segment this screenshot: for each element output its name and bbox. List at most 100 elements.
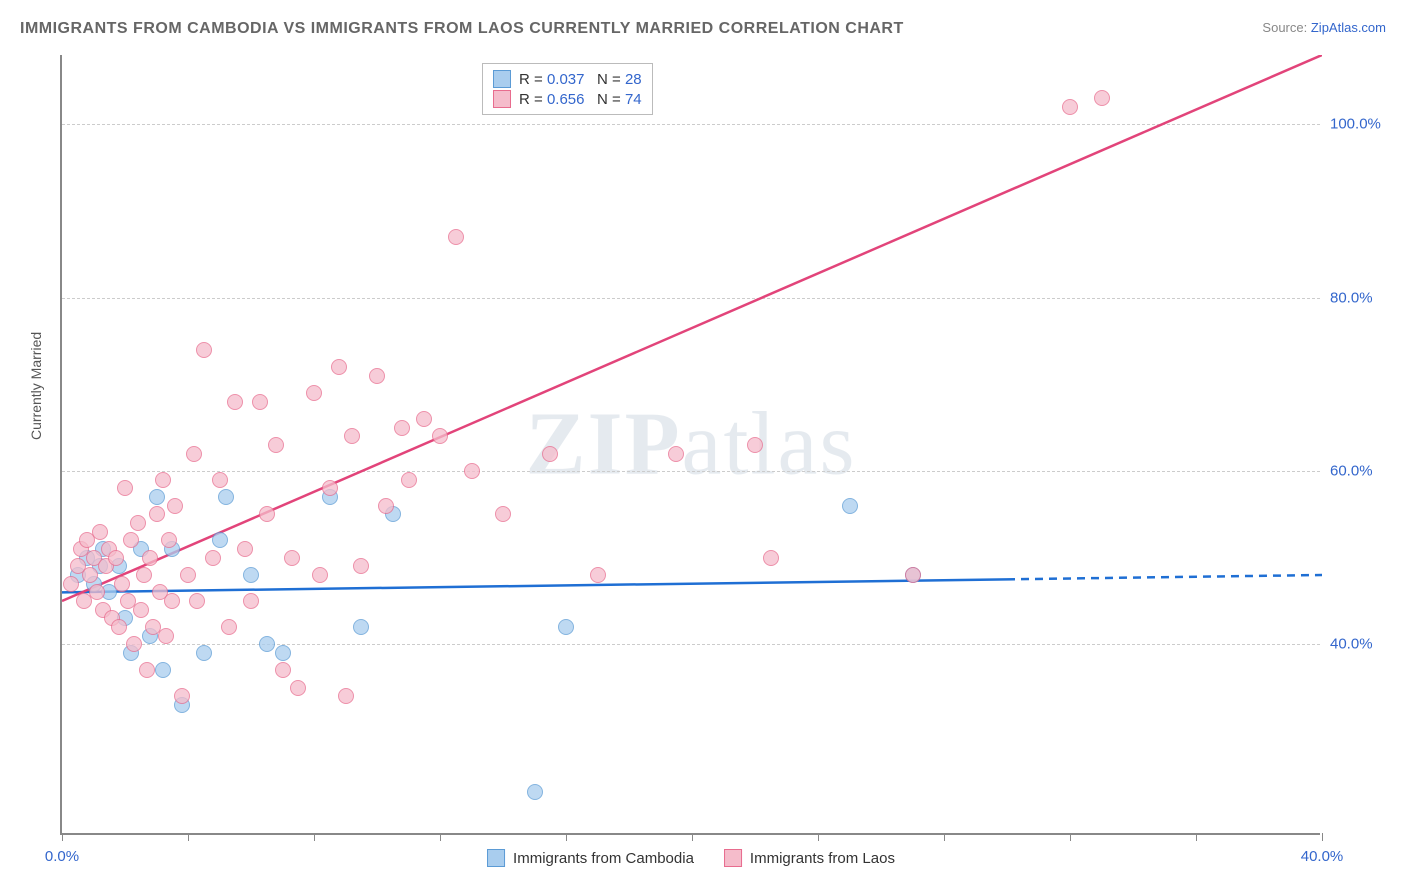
data-point-laos bbox=[338, 688, 354, 704]
data-point-laos bbox=[161, 532, 177, 548]
data-point-laos bbox=[259, 506, 275, 522]
data-point-cambodia bbox=[155, 662, 171, 678]
source-link[interactable]: ZipAtlas.com bbox=[1311, 20, 1386, 35]
data-point-laos bbox=[237, 541, 253, 557]
data-point-cambodia bbox=[243, 567, 259, 583]
data-point-cambodia bbox=[558, 619, 574, 635]
data-point-laos bbox=[905, 567, 921, 583]
data-point-laos bbox=[284, 550, 300, 566]
data-point-laos bbox=[167, 498, 183, 514]
data-point-cambodia bbox=[149, 489, 165, 505]
r-label: R = bbox=[519, 91, 543, 108]
data-point-laos bbox=[174, 688, 190, 704]
data-point-laos bbox=[353, 558, 369, 574]
chart-title: IMMIGRANTS FROM CAMBODIA VS IMMIGRANTS F… bbox=[20, 20, 904, 38]
data-point-laos bbox=[590, 567, 606, 583]
swatch-laos bbox=[493, 90, 511, 108]
legend-item-laos: Immigrants from Laos bbox=[724, 849, 895, 867]
data-point-laos bbox=[205, 550, 221, 566]
legend-text-laos: R = 0.656 N = 74 bbox=[519, 91, 642, 108]
data-point-laos bbox=[763, 550, 779, 566]
data-point-laos bbox=[111, 619, 127, 635]
data-point-laos bbox=[130, 515, 146, 531]
n-value-cambodia: 28 bbox=[625, 71, 642, 88]
data-point-cambodia bbox=[212, 532, 228, 548]
data-point-laos bbox=[221, 619, 237, 635]
data-point-laos bbox=[164, 593, 180, 609]
data-point-laos bbox=[186, 446, 202, 462]
data-point-laos bbox=[136, 567, 152, 583]
data-point-laos bbox=[668, 446, 684, 462]
n-label: N = bbox=[597, 91, 621, 108]
r-label: R = bbox=[519, 71, 543, 88]
data-point-laos bbox=[117, 480, 133, 496]
data-point-laos bbox=[123, 532, 139, 548]
legend-text-cambodia: R = 0.037 N = 28 bbox=[519, 71, 642, 88]
data-point-laos bbox=[495, 506, 511, 522]
data-point-laos bbox=[196, 342, 212, 358]
data-point-laos bbox=[275, 662, 291, 678]
data-point-laos bbox=[312, 567, 328, 583]
data-point-laos bbox=[227, 394, 243, 410]
data-point-laos bbox=[114, 576, 130, 592]
data-point-laos bbox=[82, 567, 98, 583]
data-point-laos bbox=[63, 576, 79, 592]
data-point-laos bbox=[394, 420, 410, 436]
data-point-laos bbox=[89, 584, 105, 600]
legend-item-cambodia: Immigrants from Cambodia bbox=[487, 849, 694, 867]
data-point-laos bbox=[344, 428, 360, 444]
data-point-laos bbox=[252, 394, 268, 410]
data-point-laos bbox=[1062, 99, 1078, 115]
data-point-laos bbox=[268, 437, 284, 453]
data-point-cambodia bbox=[527, 784, 543, 800]
data-point-laos bbox=[331, 359, 347, 375]
legend-label-cambodia: Immigrants from Cambodia bbox=[513, 850, 694, 867]
data-point-laos bbox=[189, 593, 205, 609]
source-attribution: Source: ZipAtlas.com bbox=[1262, 20, 1386, 35]
watermark: ZIPatlas bbox=[526, 393, 857, 496]
data-point-laos bbox=[542, 446, 558, 462]
data-point-laos bbox=[126, 636, 142, 652]
data-point-cambodia bbox=[842, 498, 858, 514]
y-axis-label: Currently Married bbox=[28, 332, 44, 440]
data-point-cambodia bbox=[196, 645, 212, 661]
data-point-laos bbox=[108, 550, 124, 566]
series-legend: Immigrants from Cambodia Immigrants from… bbox=[487, 849, 895, 867]
source-label: Source: bbox=[1262, 20, 1307, 35]
data-point-laos bbox=[142, 550, 158, 566]
data-point-laos bbox=[432, 428, 448, 444]
data-point-laos bbox=[378, 498, 394, 514]
data-point-laos bbox=[401, 472, 417, 488]
correlation-legend: R = 0.037 N = 28 R = 0.656 N = 74 bbox=[482, 63, 653, 115]
chart-plot-area: ZIPatlas R = 0.037 N = 28 R = 0.656 N = … bbox=[60, 55, 1320, 835]
data-point-cambodia bbox=[353, 619, 369, 635]
y-tick-label: 40.0% bbox=[1330, 636, 1400, 653]
data-point-laos bbox=[1094, 90, 1110, 106]
data-point-cambodia bbox=[218, 489, 234, 505]
data-point-laos bbox=[464, 463, 480, 479]
y-tick-label: 100.0% bbox=[1330, 116, 1400, 133]
r-value-cambodia: 0.037 bbox=[547, 71, 585, 88]
legend-label-laos: Immigrants from Laos bbox=[750, 850, 895, 867]
swatch-cambodia bbox=[493, 70, 511, 88]
data-point-laos bbox=[139, 662, 155, 678]
data-point-laos bbox=[180, 567, 196, 583]
r-value-laos: 0.656 bbox=[547, 91, 585, 108]
watermark-rest: atlas bbox=[682, 395, 857, 494]
data-point-laos bbox=[306, 385, 322, 401]
data-point-laos bbox=[155, 472, 171, 488]
data-point-laos bbox=[149, 506, 165, 522]
data-point-laos bbox=[243, 593, 259, 609]
x-tick-label: 0.0% bbox=[45, 848, 79, 865]
n-value-laos: 74 bbox=[625, 91, 642, 108]
data-point-laos bbox=[92, 524, 108, 540]
data-point-laos bbox=[158, 628, 174, 644]
legend-row-cambodia: R = 0.037 N = 28 bbox=[493, 70, 642, 88]
data-point-cambodia bbox=[259, 636, 275, 652]
data-point-laos bbox=[448, 229, 464, 245]
data-point-laos bbox=[322, 480, 338, 496]
swatch-laos-icon bbox=[724, 849, 742, 867]
n-label: N = bbox=[597, 71, 621, 88]
data-point-laos bbox=[369, 368, 385, 384]
data-point-cambodia bbox=[275, 645, 291, 661]
